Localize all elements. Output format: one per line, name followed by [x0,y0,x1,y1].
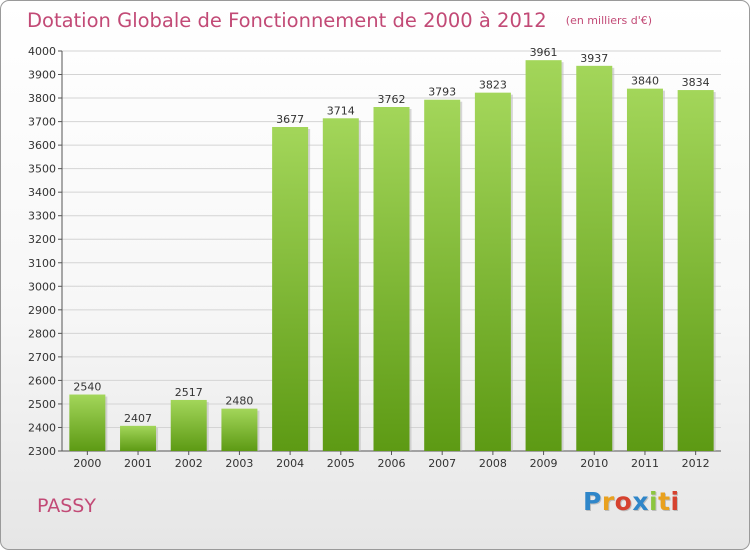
bar-value-label: 3762 [378,93,406,106]
y-tick-label: 2800 [28,327,56,340]
y-tick-label: 2600 [28,374,56,387]
y-tick-label: 2900 [28,304,56,317]
logo-letter: o [614,487,633,516]
logo-letter: x [632,487,649,516]
bar [576,65,613,451]
x-tick-label: 2012 [682,457,710,470]
x-tick-label: 2006 [378,457,406,470]
y-tick-label: 3300 [28,210,56,223]
bar [221,408,258,451]
x-tick-label: 2001 [124,457,152,470]
proxiti-logo: Proxiti [583,487,680,516]
bar-value-label: 3823 [479,79,507,92]
bar-value-label: 2540 [73,381,101,394]
x-tick-label: 2011 [631,457,659,470]
x-tick-label: 2009 [530,457,558,470]
bar-value-label: 3840 [631,75,659,88]
y-tick-label: 3700 [28,116,56,129]
y-tick-label: 3500 [28,163,56,176]
x-tick-label: 2005 [327,457,355,470]
bar [69,394,106,451]
y-tick-label: 3400 [28,186,56,199]
bar [120,425,157,451]
logo-letter: t [658,487,671,516]
x-tick-label: 2010 [580,457,608,470]
x-tick-label: 2004 [276,457,304,470]
x-tick-label: 2003 [225,457,253,470]
bar-value-label: 3677 [276,113,304,126]
bar-value-label: 2480 [225,395,253,408]
bar-value-label: 2407 [124,412,152,425]
bar-value-label: 3793 [428,86,456,99]
y-tick-label: 3900 [28,69,56,82]
bar [525,60,562,451]
bar [272,127,309,451]
bar-value-label: 3834 [682,76,710,89]
bar-value-label: 3961 [530,46,558,59]
y-tick-label: 2700 [28,351,56,364]
commune-name: PASSY [37,495,96,517]
bar [474,92,511,451]
y-tick-label: 3600 [28,139,56,152]
y-tick-label: 3000 [28,280,56,293]
x-tick-label: 2000 [73,457,101,470]
chart-unit-label: (en milliers d'€) [565,14,653,27]
y-tick-label: 2300 [28,445,56,458]
logo-letter: i [670,487,680,516]
bar [322,118,359,451]
y-tick-label: 2500 [28,398,56,411]
bar [373,107,410,451]
bar-value-label: 3714 [327,104,355,117]
bar-value-label: 2517 [175,386,203,399]
bar [677,90,714,451]
y-tick-label: 2400 [28,421,56,434]
bar [626,88,663,451]
chart-title: Dotation Globale de Fonctionnement de 20… [27,9,547,32]
bar-value-label: 3937 [580,52,608,65]
logo-letter: r [601,487,615,516]
logo-letter: i [649,487,659,516]
x-tick-label: 2007 [428,457,456,470]
x-tick-label: 2008 [479,457,507,470]
bar [424,99,461,452]
y-tick-label: 3800 [28,92,56,105]
y-tick-label: 4000 [28,45,56,58]
chart-title-line: Dotation Globale de Fonctionnement de 20… [27,9,652,32]
y-tick-label: 3100 [28,257,56,270]
bar [170,399,207,451]
logo-letter: P [583,487,602,516]
y-tick-label: 3200 [28,233,56,246]
x-tick-label: 2002 [175,457,203,470]
